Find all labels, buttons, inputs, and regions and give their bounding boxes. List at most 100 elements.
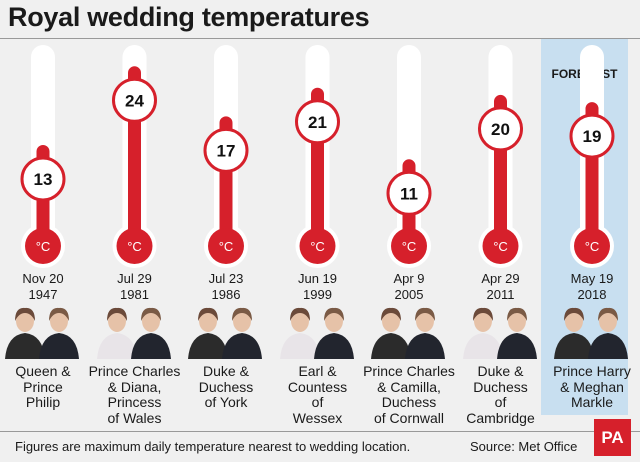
- person-hair: [598, 307, 618, 321]
- data-label: 17: [217, 141, 236, 160]
- wedding-date: Apr 9 2005: [363, 271, 455, 303]
- date-line: Jul 23: [208, 271, 244, 286]
- person-body: [405, 333, 445, 359]
- person-head: [324, 310, 343, 332]
- couple-name-line: Prince Charles: [363, 363, 455, 379]
- person-body: [5, 333, 45, 359]
- couple-photo: [96, 307, 171, 359]
- person-hair: [106, 307, 127, 321]
- wedding-date: Apr 29 2011: [455, 271, 547, 303]
- wedding-date: May 19 2018: [546, 271, 638, 303]
- couple-name-line: Duke &: [477, 363, 524, 379]
- data-label: 13: [34, 170, 53, 189]
- couple-names: Prince Charles & Camilla, Duchess of Cornwa…: [359, 363, 459, 426]
- pa-logo: PA: [594, 419, 631, 456]
- thermometer-bulb: [25, 228, 61, 264]
- person-head: [290, 310, 309, 332]
- person-hair: [232, 307, 252, 321]
- person-hair: [140, 307, 161, 321]
- date-line: May 19: [570, 271, 614, 286]
- date-line: 1986: [211, 287, 241, 302]
- couple-name-line: of: [311, 394, 324, 410]
- value-badge: [295, 99, 340, 145]
- couple-names: Duke & Duchess of York: [180, 363, 272, 411]
- couple-name-line: Prince Charles: [88, 363, 181, 379]
- couple-name-line: Cambridge: [466, 409, 535, 426]
- couple-names: Earl & Countess of Wessex: [272, 363, 364, 426]
- date-line: 1999: [303, 287, 332, 302]
- person-body: [39, 333, 79, 359]
- thermometer-bulb: [391, 228, 427, 264]
- footer-divider: [0, 431, 640, 432]
- unit-label: °C: [585, 239, 600, 254]
- value-badge: [203, 127, 249, 173]
- couple-name-line: Duchess: [381, 394, 437, 410]
- person-head: [382, 310, 400, 332]
- couple-name-line: Queen &: [15, 363, 71, 379]
- unit-label: °C: [493, 239, 508, 254]
- value-badge: [478, 106, 523, 152]
- couple-name-line: Princess: [107, 394, 162, 410]
- person-head: [565, 310, 583, 332]
- couple-names: Prince Charles & Diana, Princess of Wales: [85, 363, 185, 426]
- person-head: [107, 310, 126, 332]
- person-hair: [381, 307, 401, 321]
- person-body: [588, 333, 628, 359]
- thermometer-bulb: [116, 228, 153, 264]
- value-badge: [569, 113, 615, 159]
- person-hair: [289, 307, 310, 321]
- unit-label: °C: [36, 239, 51, 254]
- couple-photo: [371, 307, 445, 359]
- couple-name-line: Duchess: [473, 378, 528, 395]
- person-head: [599, 310, 617, 332]
- person-body: [371, 333, 411, 359]
- date-line: 1947: [28, 287, 58, 302]
- couple-name-line: Duchess: [198, 378, 254, 395]
- couple-photo: [188, 307, 262, 359]
- wedding-date: Jun 19 1999: [272, 271, 364, 303]
- couple-name-line: Prince: [23, 378, 63, 395]
- data-label: 21: [308, 113, 327, 132]
- date-line: 1981: [120, 287, 149, 302]
- title-divider: [0, 38, 640, 39]
- source-credit: Source: Met Office: [470, 439, 578, 454]
- unit-label: °C: [310, 239, 325, 254]
- person-hair: [198, 307, 218, 321]
- person-hair: [472, 307, 493, 321]
- couple-name-line: & Diana,: [107, 378, 162, 395]
- date-line: 2018: [577, 287, 607, 302]
- data-label: 20: [491, 120, 510, 139]
- person-head: [473, 310, 492, 332]
- thermometer-bulb: [574, 228, 610, 264]
- couple-name-line: of York: [204, 394, 248, 410]
- person-body: [222, 333, 262, 359]
- value-badge: [112, 77, 157, 123]
- couple-names: Duke & Duchess of Cambridge: [455, 363, 547, 426]
- value-badge: [386, 170, 432, 216]
- person-head: [507, 310, 526, 332]
- couple-name-line: Philip: [25, 394, 61, 410]
- thermometer-bulb: [208, 228, 244, 264]
- couple-name-line: Markle: [570, 394, 613, 410]
- person-body: [96, 333, 137, 359]
- person-body: [313, 333, 354, 359]
- couple-name-line: of Cornwall: [373, 409, 445, 426]
- person-body: [130, 333, 171, 359]
- person-head: [50, 310, 68, 332]
- date-line: Apr 29: [481, 271, 520, 286]
- value-badge: [20, 156, 66, 202]
- data-label: 19: [583, 127, 602, 146]
- person-body: [554, 333, 594, 359]
- page-title: Royal wedding temperatures: [8, 2, 370, 32]
- wedding-date: Nov 20 1947: [0, 271, 89, 303]
- unit-label: °C: [127, 239, 142, 254]
- thermometer-chart: °C 13 °C 24 °C 17 °C 21 °C 11 °C 20 °C 19: [20, 45, 615, 268]
- footnote: Figures are maximum daily temperature ne…: [15, 439, 411, 454]
- couple-photo: [5, 307, 79, 359]
- data-label: 11: [400, 184, 418, 203]
- person-head: [416, 310, 434, 332]
- date-line: 2011: [486, 287, 515, 302]
- wedding-date: Jul 29 1981: [89, 271, 181, 303]
- date-line: Jul 29: [117, 271, 152, 286]
- person-hair: [506, 307, 527, 321]
